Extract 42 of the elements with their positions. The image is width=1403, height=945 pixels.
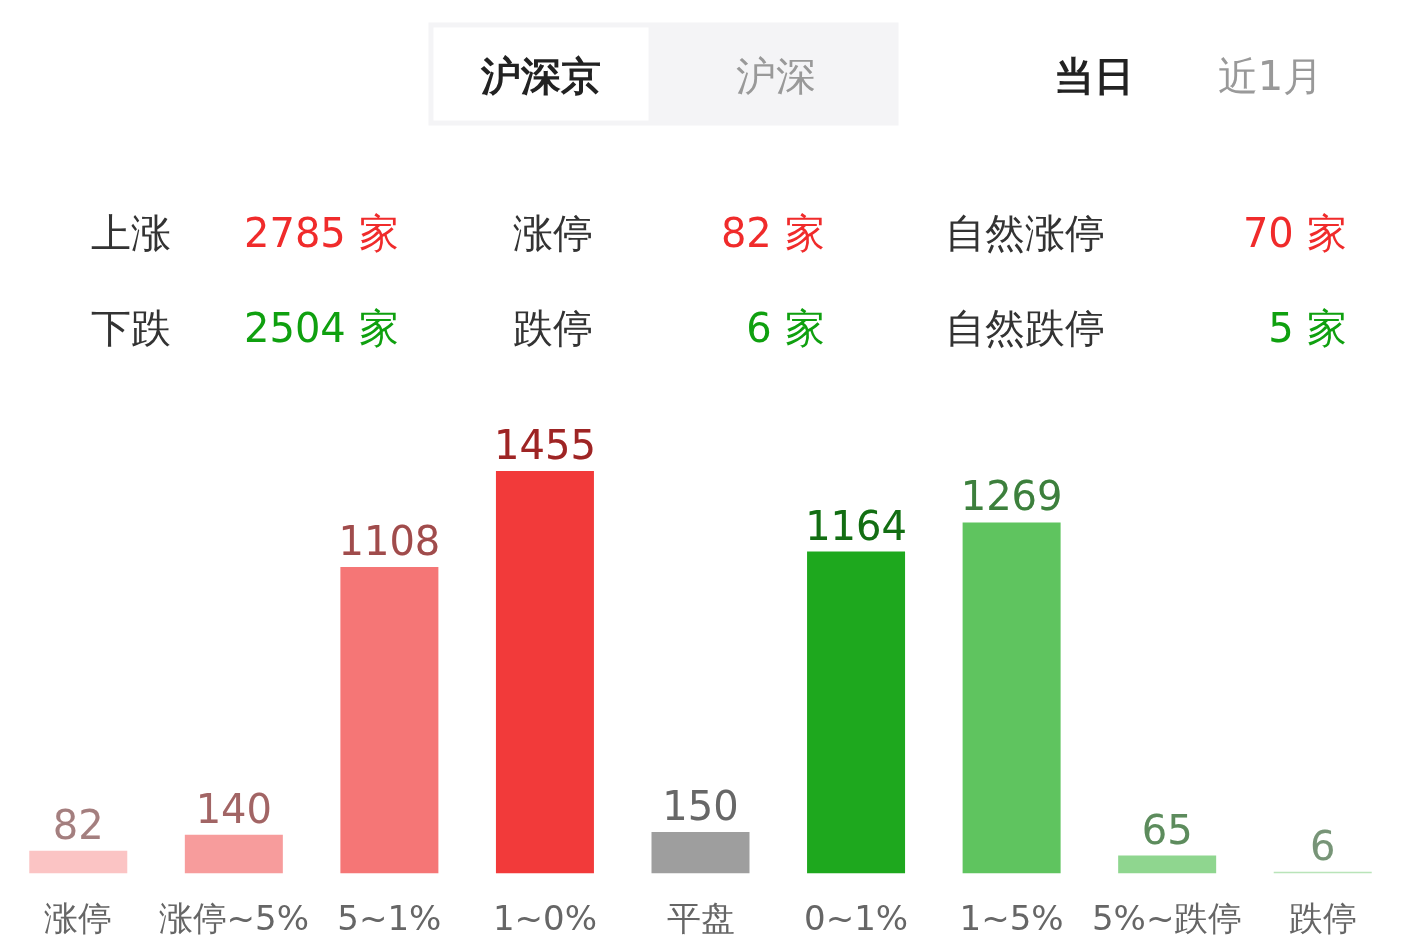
text: 当日 xyxy=(1053,52,1134,99)
bar xyxy=(807,551,906,874)
x-tick-label: 平盘 xyxy=(666,897,735,938)
bar xyxy=(1118,855,1217,874)
data-label: 6 xyxy=(1310,822,1336,869)
data-label: 140 xyxy=(195,785,273,832)
text: 沪深京 xyxy=(479,52,601,99)
x-tick-label: 涨停 xyxy=(44,897,113,938)
x-tick-label: 0~1% xyxy=(804,897,909,938)
data-label: 1455 xyxy=(494,422,596,468)
x-tick-label: 1~5% xyxy=(959,897,1064,938)
text: 跌停 xyxy=(512,304,593,351)
text: 2785 家 xyxy=(243,209,399,256)
bar xyxy=(184,834,283,874)
data-label: 1269 xyxy=(960,473,1063,520)
data-label: 150 xyxy=(662,783,739,830)
bar xyxy=(29,850,128,874)
text: 自然跌停 xyxy=(944,304,1105,351)
data-label: 82 xyxy=(52,801,104,848)
data-label: 1164 xyxy=(805,502,907,549)
x-tick-label: 跌停 xyxy=(1288,897,1357,938)
text: 自然涨停 xyxy=(944,209,1105,256)
x-tick-label: 涨停~5% xyxy=(158,897,310,938)
text: 沪深 xyxy=(735,52,816,99)
text: 下跌 xyxy=(90,304,171,351)
text: 82 家 xyxy=(720,209,825,256)
data-label: 1108 xyxy=(338,517,441,564)
bar xyxy=(340,566,439,874)
text: 6 家 xyxy=(746,304,825,351)
x-tick-label: 5~1% xyxy=(337,897,442,938)
bar xyxy=(962,522,1061,874)
x-tick-label: 5%~跌停 xyxy=(1091,897,1243,938)
x-tick-label: 1~0% xyxy=(492,897,597,938)
text: 近1月 xyxy=(1217,52,1324,99)
text: 5 家 xyxy=(1268,304,1347,351)
bar xyxy=(495,471,594,874)
text: 2504 家 xyxy=(243,304,399,351)
text: 上涨 xyxy=(90,209,171,256)
text: 涨停 xyxy=(512,209,593,256)
data-label: 65 xyxy=(1141,806,1193,853)
bar xyxy=(651,832,750,874)
text: 70 家 xyxy=(1242,209,1347,256)
